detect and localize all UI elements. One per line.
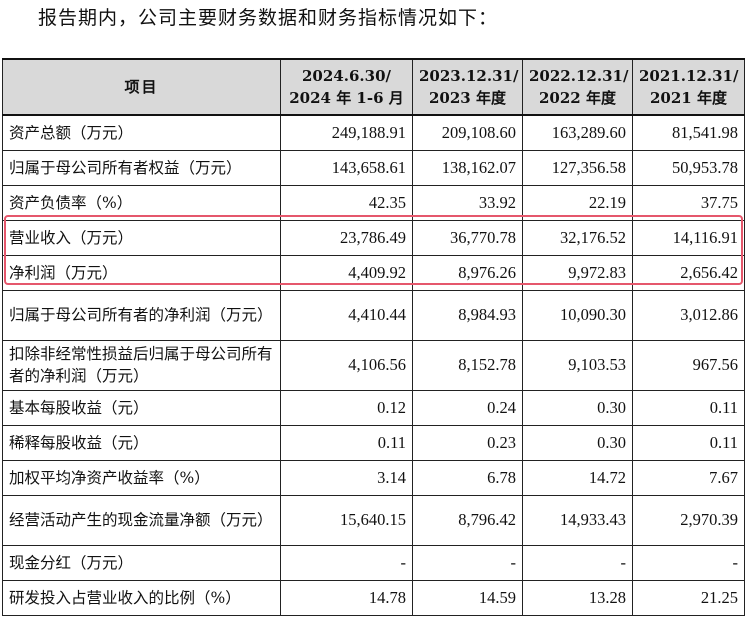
row-value: 36,770.78 [412,219,523,256]
row-value: 249,188.91 [280,114,413,151]
header-period-2023-line2: 2023 年度 [429,89,506,107]
row-label: 基本每股收益（元） [2,389,281,426]
row-value: 2,970.39 [632,494,745,546]
table-row: 资产负债率（%） 42.35 33.92 22.19 37.75 [2,184,745,221]
row-label: 归属于母公司所有者权益（万元） [2,149,281,186]
row-value: 14.59 [412,579,523,616]
row-value: - [522,544,633,581]
row-value: 21.25 [632,579,745,616]
row-label: 资产负债率（%） [2,184,281,221]
row-value: 138,162.07 [412,149,523,186]
table-row: 归属于母公司所有者的净利润（万元） 4,410.44 8,984.93 10,0… [2,289,745,341]
table-row: 稀释每股收益（元） 0.11 0.23 0.30 0.11 [2,424,745,461]
row-value: 2,656.42 [632,254,745,291]
row-value: 50,953.78 [632,149,745,186]
row-value: 42.35 [280,184,413,221]
row-label: 归属于母公司所有者的净利润（万元） [2,289,281,341]
row-value: 967.56 [632,339,745,391]
row-value: 37.75 [632,184,745,221]
row-value: 163,289.60 [522,114,633,151]
row-value: 15,640.15 [280,494,413,546]
row-value: 8,152.78 [412,339,523,391]
row-value: 4,410.44 [280,289,413,341]
row-value: 14,933.43 [522,494,633,546]
row-value: 23,786.49 [280,219,413,256]
header-period-2023-line1: 2023.12.31/ [419,67,519,85]
header-period-2024h1-line2: 2024 年 1-6 月 [289,89,404,107]
row-label: 营业收入（万元） [2,219,281,256]
row-value: 8,976.26 [412,254,523,291]
row-value: 10,090.30 [522,289,633,341]
row-value: 4,409.92 [280,254,413,291]
table-row: 现金分红（万元） - - - - [2,544,745,581]
row-value: 32,176.52 [522,219,633,256]
row-value: 22.19 [522,184,633,221]
row-label: 净利润（万元） [2,254,281,291]
row-value: 143,658.61 [280,149,413,186]
table-row-highlighted: 营业收入（万元） 23,786.49 36,770.78 32,176.52 1… [2,219,745,256]
row-value: - [280,544,413,581]
row-value: 14,116.91 [632,219,745,256]
row-value: 209,108.60 [412,114,523,151]
header-period-2022-line2: 2022 年度 [539,89,616,107]
row-label: 稀释每股收益（元） [2,424,281,461]
row-value: 6.78 [412,459,523,496]
row-value: 0.30 [522,389,633,426]
intro-text: 报告期内，公司主要财务数据和财务指标情况如下： [38,7,499,29]
table-row: 研发投入占营业收入的比例（%） 14.78 14.59 13.28 21.25 [2,579,745,616]
row-value: 8,984.93 [412,289,523,341]
header-item: 项目 [2,58,281,116]
financial-data-table: 项目 2024.6.30/2024 年 1-6 月 2023.12.31/202… [2,58,745,616]
row-value: 0.11 [632,389,745,426]
header-period-2022: 2022.12.31/2022 年度 [522,58,633,116]
row-value: 7.67 [632,459,745,496]
row-value: - [632,544,745,581]
row-label: 资产总额（万元） [2,114,281,151]
row-value: 14.78 [280,579,413,616]
table-row: 基本每股收益（元） 0.12 0.24 0.30 0.11 [2,389,745,426]
row-value: 81,541.98 [632,114,745,151]
header-period-2021: 2021.12.31/2021 年度 [632,58,745,116]
table-row: 扣除非经常性损益后归属于母公司所有者的净利润（万元） 4,106.56 8,15… [2,339,745,391]
row-value: - [412,544,523,581]
row-value: 127,356.58 [522,149,633,186]
row-value: 13.28 [522,579,633,616]
row-value: 0.12 [280,389,413,426]
header-period-2022-line1: 2022.12.31/ [529,67,629,85]
row-value: 3.14 [280,459,413,496]
table-row: 加权平均净资产收益率（%） 3.14 6.78 14.72 7.67 [2,459,745,496]
row-value: 8,796.42 [412,494,523,546]
row-value: 33.92 [412,184,523,221]
table-row: 资产总额（万元） 249,188.91 209,108.60 163,289.6… [2,114,745,151]
row-label: 现金分红（万元） [2,544,281,581]
row-value: 0.11 [280,424,413,461]
header-period-2024h1: 2024.6.30/2024 年 1-6 月 [280,58,413,116]
table-header-row: 项目 2024.6.30/2024 年 1-6 月 2023.12.31/202… [2,58,745,116]
row-label: 扣除非经常性损益后归属于母公司所有者的净利润（万元） [2,339,281,391]
header-period-2024h1-line1: 2024.6.30/ [302,67,391,85]
row-value: 0.30 [522,424,633,461]
row-value: 9,103.53 [522,339,633,391]
header-period-2021-line2: 2021 年度 [650,89,727,107]
table-row-highlighted: 净利润（万元） 4,409.92 8,976.26 9,972.83 2,656… [2,254,745,291]
row-label: 经营活动产生的现金流量净额（万元） [2,494,281,546]
row-value: 0.11 [632,424,745,461]
row-value: 4,106.56 [280,339,413,391]
table-row: 经营活动产生的现金流量净额（万元） 15,640.15 8,796.42 14,… [2,494,745,546]
header-period-2021-line1: 2021.12.31/ [639,67,739,85]
row-label: 加权平均净资产收益率（%） [2,459,281,496]
row-value: 14.72 [522,459,633,496]
row-value: 0.24 [412,389,523,426]
row-value: 3,012.86 [632,289,745,341]
row-value: 0.23 [412,424,523,461]
table-row: 归属于母公司所有者权益（万元） 143,658.61 138,162.07 12… [2,149,745,186]
header-period-2023: 2023.12.31/2023 年度 [412,58,523,116]
row-value: 9,972.83 [522,254,633,291]
row-label: 研发投入占营业收入的比例（%） [2,579,281,616]
